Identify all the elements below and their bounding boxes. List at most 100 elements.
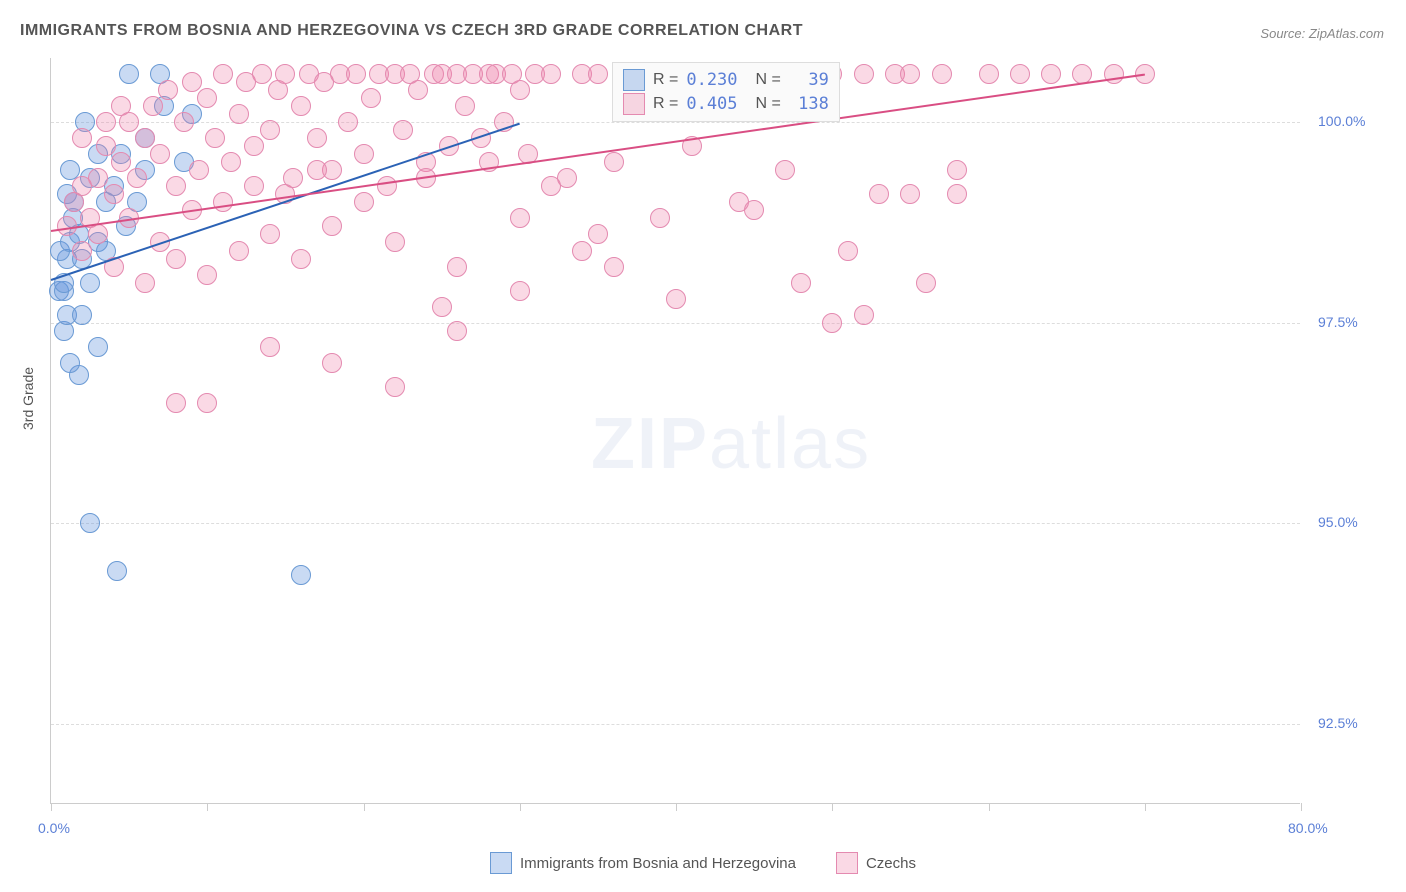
scatter-point <box>60 353 80 373</box>
scatter-point <box>432 297 452 317</box>
scatter-point <box>338 112 358 132</box>
scatter-point <box>455 96 475 116</box>
watermark: ZIPatlas <box>591 403 871 485</box>
scatter-point <box>947 184 967 204</box>
scatter-point <box>119 64 139 84</box>
scatter-point <box>650 208 670 228</box>
scatter-point <box>307 160 327 180</box>
scatter-point <box>979 64 999 84</box>
scatter-point <box>447 257 467 277</box>
stats-r-label: R = <box>653 71 678 89</box>
scatter-point <box>588 64 608 84</box>
legend-item: Immigrants from Bosnia and Herzegovina <box>490 852 796 874</box>
y-tick-label: 92.5% <box>1318 715 1358 731</box>
stats-r-label: R = <box>653 95 678 113</box>
scatter-point <box>408 80 428 100</box>
scatter-point <box>346 64 366 84</box>
scatter-point <box>229 241 249 261</box>
scatter-point <box>916 273 936 293</box>
scatter-point <box>322 216 342 236</box>
scatter-point <box>88 337 108 357</box>
scatter-point <box>900 184 920 204</box>
stats-row: R =0.405N =138 <box>623 93 829 115</box>
legend-swatch <box>836 852 858 874</box>
scatter-point <box>510 208 530 228</box>
scatter-point <box>244 176 264 196</box>
scatter-point <box>307 128 327 148</box>
scatter-point <box>174 112 194 132</box>
scatter-point <box>197 88 217 108</box>
scatter-point <box>96 136 116 156</box>
scatter-point <box>385 232 405 252</box>
x-tick-mark <box>1301 803 1302 811</box>
x-tick-mark <box>1145 803 1146 811</box>
x-tick-mark <box>364 803 365 811</box>
scatter-point <box>72 241 92 261</box>
scatter-point <box>127 168 147 188</box>
scatter-point <box>588 224 608 244</box>
y-tick-label: 100.0% <box>1318 113 1365 129</box>
source-attribution: Source: ZipAtlas.com <box>1260 26 1384 41</box>
scatter-point <box>385 377 405 397</box>
scatter-point <box>88 224 108 244</box>
scatter-point <box>135 128 155 148</box>
scatter-point <box>197 393 217 413</box>
scatter-point <box>111 96 131 116</box>
scatter-point <box>744 200 764 220</box>
scatter-point <box>393 120 413 140</box>
legend-swatch <box>490 852 512 874</box>
scatter-point <box>96 112 116 132</box>
scatter-point <box>182 72 202 92</box>
scatter-point <box>166 176 186 196</box>
plot-area: ZIPatlas <box>50 58 1300 804</box>
stats-swatch <box>623 69 645 91</box>
gridline <box>51 523 1300 524</box>
scatter-point <box>541 176 561 196</box>
scatter-point <box>854 305 874 325</box>
scatter-point <box>229 104 249 124</box>
scatter-point <box>166 393 186 413</box>
scatter-point <box>88 168 108 188</box>
stats-r-value: 0.405 <box>686 94 737 114</box>
stats-r-value: 0.230 <box>686 70 737 90</box>
source-label: Source: <box>1260 26 1305 41</box>
scatter-point <box>111 152 131 172</box>
scatter-point <box>947 160 967 180</box>
y-axis-label: 3rd Grade <box>20 367 36 430</box>
scatter-point <box>1010 64 1030 84</box>
legend-label: Immigrants from Bosnia and Herzegovina <box>520 855 796 872</box>
scatter-point <box>107 561 127 581</box>
watermark-light: atlas <box>709 404 871 484</box>
legend: Immigrants from Bosnia and Herzegovina Cz… <box>0 852 1406 874</box>
scatter-point <box>354 192 374 212</box>
scatter-point <box>72 305 92 325</box>
x-tick-mark <box>207 803 208 811</box>
x-tick-mark <box>832 803 833 811</box>
x-tick-mark <box>520 803 521 811</box>
scatter-point <box>854 64 874 84</box>
scatter-point <box>189 160 209 180</box>
x-tick-label: 0.0% <box>38 820 70 836</box>
scatter-point <box>572 241 592 261</box>
chart-title: IMMIGRANTS FROM BOSNIA AND HERZEGOVINA V… <box>20 22 803 40</box>
legend-label: Czechs <box>866 855 916 872</box>
scatter-point <box>510 281 530 301</box>
stats-box: R =0.230N =39R =0.405N =138 <box>612 62 840 122</box>
scatter-point <box>260 224 280 244</box>
scatter-point <box>791 273 811 293</box>
legend-item: Czechs <box>836 852 916 874</box>
x-tick-mark <box>51 803 52 811</box>
scatter-point <box>166 249 186 269</box>
scatter-point <box>221 152 241 172</box>
scatter-point <box>291 96 311 116</box>
scatter-point <box>72 128 92 148</box>
stats-n-label: N = <box>756 71 781 89</box>
scatter-point <box>322 353 342 373</box>
scatter-point <box>447 321 467 341</box>
scatter-point <box>291 565 311 585</box>
scatter-point <box>260 337 280 357</box>
scatter-point <box>80 513 100 533</box>
scatter-point <box>291 249 311 269</box>
scatter-point <box>205 128 225 148</box>
gridline <box>51 323 1300 324</box>
